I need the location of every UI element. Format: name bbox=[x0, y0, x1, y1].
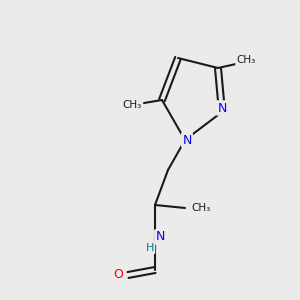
Text: CH₃: CH₃ bbox=[191, 203, 211, 213]
Text: CH₃: CH₃ bbox=[122, 100, 142, 110]
Text: CH₃: CH₃ bbox=[236, 55, 256, 65]
Text: O: O bbox=[113, 268, 123, 281]
Text: N: N bbox=[182, 134, 192, 146]
Text: N: N bbox=[155, 230, 165, 244]
Text: H: H bbox=[146, 243, 154, 253]
Text: N: N bbox=[217, 101, 227, 115]
